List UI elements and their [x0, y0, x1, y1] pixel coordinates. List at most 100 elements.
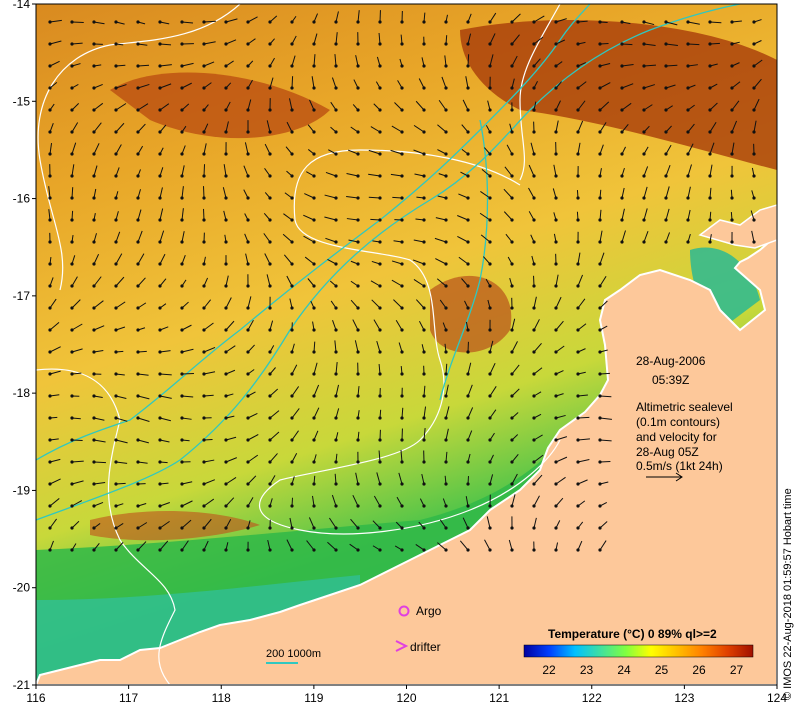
- velocity-arrow: [413, 149, 425, 155]
- velocity-arrow: [687, 123, 695, 133]
- velocity-arrow: [437, 124, 447, 133]
- velocity-arrow: [93, 122, 102, 133]
- velocity-arrow: [309, 99, 315, 111]
- velocity-arrow: [621, 230, 626, 243]
- velocity-arrow: [71, 142, 77, 155]
- velocity-arrow: [489, 474, 494, 485]
- velocity-arrow: [486, 516, 491, 529]
- velocity-arrow: [93, 481, 106, 485]
- velocity-arrow: [247, 319, 254, 331]
- velocity-arrow: [225, 519, 232, 529]
- velocity-arrow: [159, 350, 171, 353]
- velocity-arrow: [481, 169, 491, 177]
- velocity-arrow: [291, 386, 300, 397]
- velocity-arrow: [555, 274, 559, 287]
- velocity-arrow: [372, 520, 381, 529]
- velocity-arrow: [709, 42, 720, 45]
- velocity-arrow: [93, 501, 104, 507]
- velocity-arrow: [599, 417, 612, 420]
- velocity-arrow: [286, 539, 293, 551]
- velocity-arrow: [247, 99, 252, 111]
- velocity-arrow: [504, 166, 513, 177]
- warm-band-south: [90, 510, 260, 541]
- velocity-arrow: [489, 12, 497, 23]
- velocity-arrow: [577, 142, 581, 155]
- velocity-arrow: [643, 166, 649, 177]
- velocity-arrow: [203, 164, 206, 177]
- velocity-arrow: [393, 299, 403, 309]
- velocity-arrow: [303, 235, 315, 243]
- velocity-arrow: [394, 102, 403, 111]
- velocity-arrow: [266, 274, 271, 287]
- velocity-arrow: [665, 21, 678, 26]
- velocity-arrow: [599, 252, 605, 265]
- velocity-arrow: [181, 540, 189, 551]
- velocity-arrow: [376, 472, 381, 485]
- velocity-arrow: [439, 299, 447, 309]
- velocity-arrow: [467, 384, 473, 397]
- velocity-arrow: [93, 102, 104, 111]
- velocity-arrow: [413, 239, 425, 243]
- velocity-arrow: [93, 143, 100, 155]
- velocity-arrow: [137, 417, 150, 422]
- velocity-arrow: [352, 319, 359, 331]
- velocity-arrow: [225, 345, 236, 353]
- velocity-arrow: [202, 186, 205, 199]
- velocity-arrow: [599, 209, 602, 221]
- velocity-arrow: [731, 20, 742, 23]
- velocity-arrow: [286, 121, 293, 133]
- velocity-arrow: [577, 323, 587, 331]
- velocity-arrow: [643, 64, 656, 67]
- velocity-arrow: [334, 340, 337, 353]
- velocity-arrow: [325, 237, 337, 243]
- velocity-arrow: [137, 541, 147, 551]
- velocity-arrow: [467, 33, 472, 45]
- velocity-arrow: [489, 409, 497, 419]
- velocity-arrow: [159, 64, 172, 67]
- velocity-arrow: [181, 348, 194, 353]
- velocity-arrow: [115, 231, 121, 243]
- velocity-arrow: [289, 98, 293, 111]
- velocity-arrow: [599, 144, 604, 155]
- velocity-arrow: [48, 209, 51, 221]
- velocity-arrow: [511, 341, 518, 353]
- velocity-arrow: [423, 385, 426, 397]
- velocity-arrow: [577, 298, 586, 309]
- velocity-arrow: [203, 459, 215, 463]
- velocity-arrow: [244, 142, 249, 155]
- velocity-arrow: [665, 232, 671, 243]
- velocity-arrow: [731, 81, 741, 89]
- velocity-arrow: [441, 76, 447, 89]
- velocity-arrow: [332, 320, 337, 331]
- velocity-arrow: [307, 278, 315, 287]
- velocity-arrow: [334, 473, 337, 485]
- velocity-arrow: [511, 318, 516, 331]
- velocity-arrow: [247, 454, 259, 463]
- velocity-arrow: [643, 186, 648, 199]
- velocity-arrow: [181, 324, 192, 331]
- velocity-arrow: [304, 193, 315, 199]
- velocity-arrow: [267, 539, 271, 551]
- velocity-arrow: [533, 15, 545, 23]
- velocity-arrow: [203, 20, 216, 23]
- velocity-arrow: [203, 394, 214, 397]
- velocity-arrow: [225, 497, 235, 507]
- velocity-arrow: [357, 386, 360, 397]
- velocity-arrow: [225, 369, 236, 375]
- y-tick-label: -15: [13, 94, 31, 108]
- velocity-arrow: [291, 430, 299, 441]
- copyright-credit: © IMOS 22-Aug-2018 01:59:57 Hobart time: [782, 488, 794, 700]
- velocity-arrow: [115, 122, 125, 133]
- velocity-arrow: [555, 414, 566, 419]
- velocity-arrow: [418, 78, 425, 89]
- velocity-arrow: [709, 164, 713, 177]
- velocity-arrow: [709, 102, 718, 111]
- velocity-arrow: [489, 54, 494, 67]
- y-tick-label: -18: [13, 386, 31, 400]
- velocity-arrow: [395, 319, 403, 331]
- velocity-arrow: [687, 164, 692, 177]
- velocity-arrow: [49, 143, 53, 155]
- velocity-arrow: [49, 321, 60, 331]
- velocity-arrow: [115, 395, 127, 400]
- velocity-arrow: [352, 494, 359, 507]
